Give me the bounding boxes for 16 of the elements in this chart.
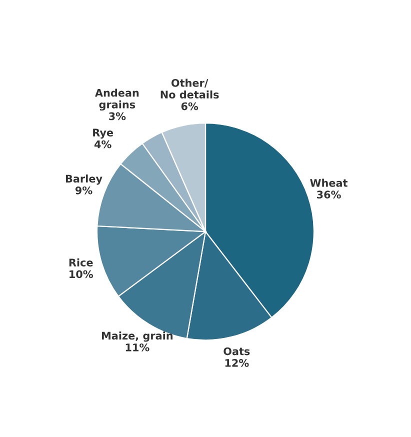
slice-label: Other/ No details (160, 78, 219, 99)
slice-label: Wheat (310, 178, 348, 187)
slice-label: Barley (66, 174, 102, 185)
data-label: 36% (316, 190, 341, 199)
slice-label: Maize, grain (102, 332, 173, 342)
data-label: 12% (225, 359, 249, 367)
slice-label: Rice (69, 258, 93, 266)
data-label: 4% (94, 140, 112, 148)
data-label: 11% (126, 343, 150, 352)
slice-label: Rye (93, 128, 114, 139)
data-label: 6% (181, 102, 198, 110)
data-label: 9% (75, 186, 92, 194)
slice-label: Andean grains (95, 88, 139, 111)
data-label: 10% (70, 270, 93, 278)
slice-label: Oats (224, 347, 250, 356)
data-label: 3% (109, 112, 126, 120)
